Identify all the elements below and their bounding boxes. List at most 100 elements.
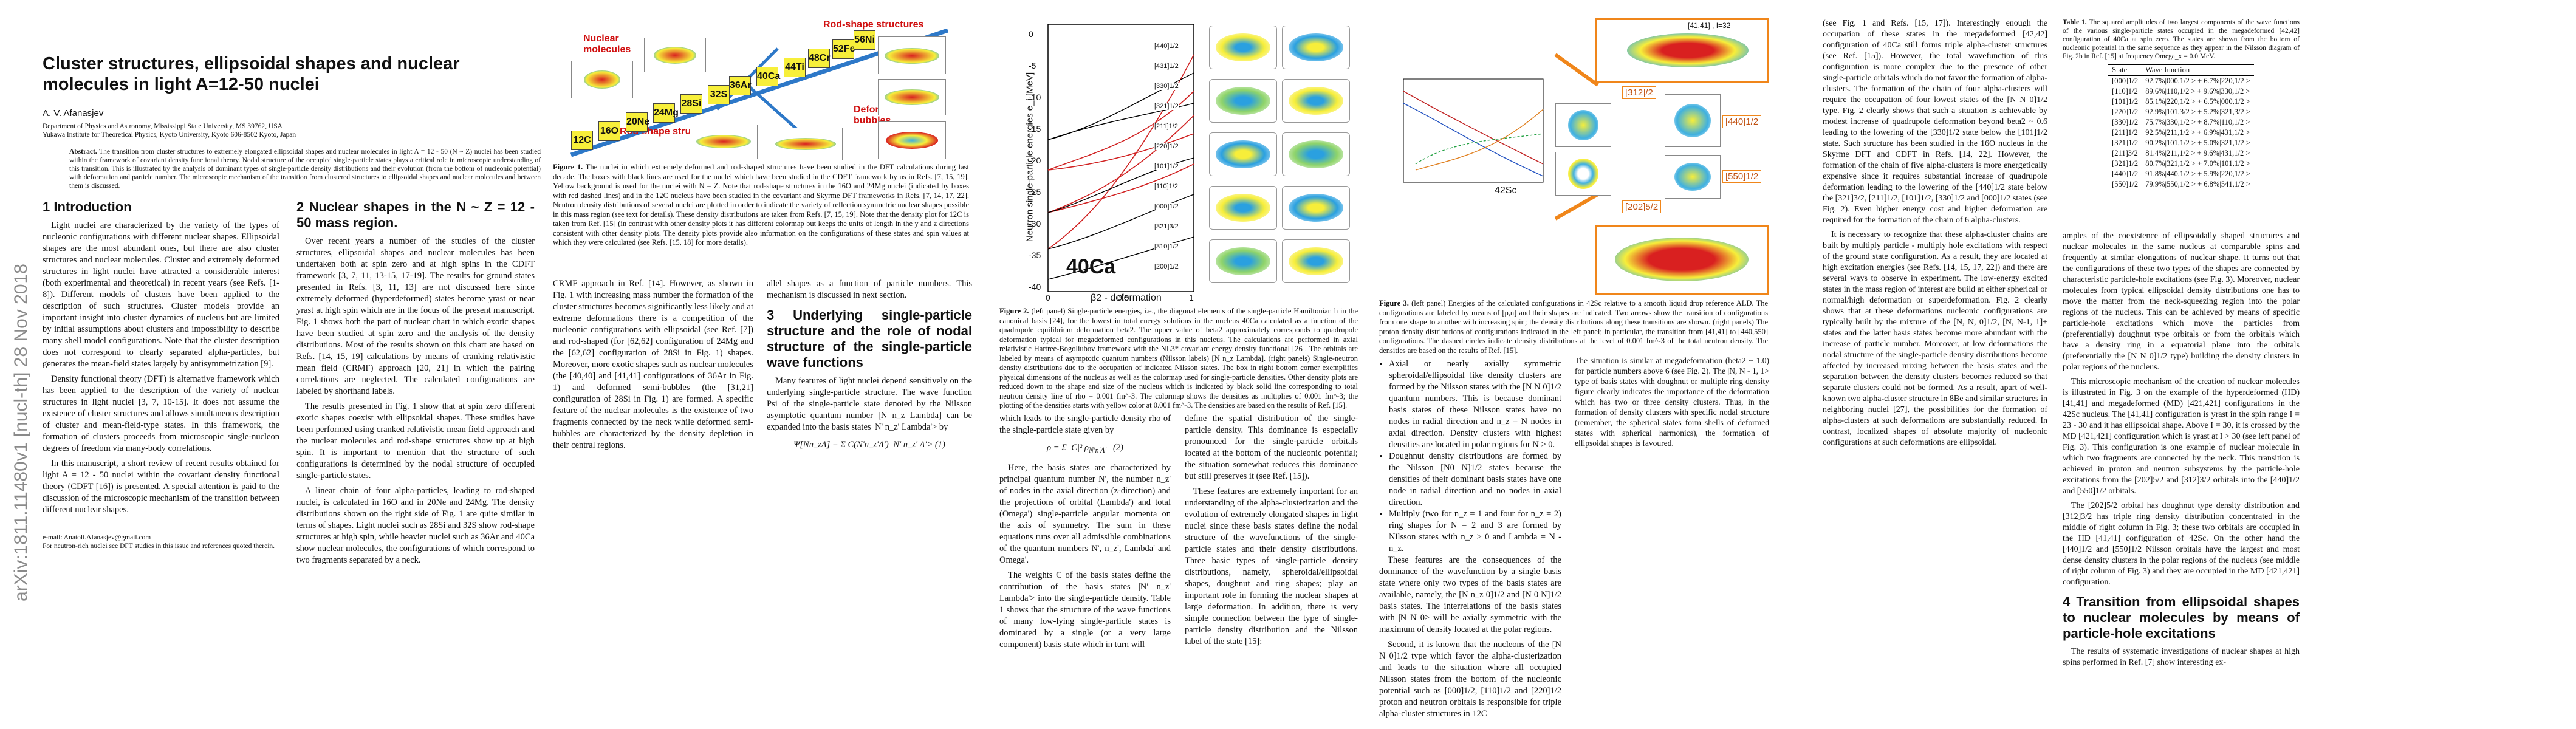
nucleus-box: 36Ar [729, 76, 752, 95]
orbit-label: [321]3/2 [1154, 223, 1179, 230]
wave-function-cell: 92.7%|000,1/2 > + 6.7%|220,1/2 > [2145, 77, 2250, 85]
state-cell: [550]1/2 [2108, 179, 2142, 190]
wave-function-table: State Wave function [000]1/2 92.7%|000,1/… [2108, 64, 2254, 190]
figure-1-caption-label: Figure 1. [553, 163, 583, 171]
paragraph: The [202]5/2 orbital has doughnut type d… [2063, 501, 2300, 587]
nucleus-box: 28Si [680, 94, 702, 114]
state-cell: [211]1/2 [2112, 128, 2138, 137]
figure-2-caption: Figure 2. (left panel) Single-particle e… [999, 307, 1358, 411]
figure-3-label: [550]1/2 [1722, 170, 1762, 183]
wave-function-cell: 75.7%|330,1/2 > + 8.7%|110,1/2 > [2145, 118, 2250, 126]
paragraph: In this manuscript, a short review of re… [43, 459, 279, 515]
figure-3-label: [440]1/2 [1722, 115, 1762, 128]
table-row: [440]1/2 91.8%|440,1/2 > + 5.9%|220,1/2 > [2108, 169, 2254, 179]
x-tick-label: 0 [1046, 293, 1050, 303]
density-panel [1665, 155, 1721, 199]
y-tick-label: -5 [1029, 61, 1036, 70]
section-3-title: 3 Underlying single-particle structure a… [767, 307, 972, 370]
figure-1-caption: Figure 1. The nuclei in which extremely … [553, 163, 969, 248]
density-panel [571, 61, 633, 98]
state-cell: [440]1/2 [2112, 169, 2139, 178]
section-2-title: 2 Nuclear shapes in the N ~ Z = 12 - 50 … [296, 199, 535, 230]
nucleus-box: 20Ne [626, 112, 649, 132]
abstract: Abstract. The transition from cluster st… [43, 148, 541, 190]
paragraph: These features are the consequences of t… [1379, 555, 1561, 634]
list-item: Doughnut density distributions are forme… [1389, 451, 1561, 508]
paragraph: The results of systematic investigations… [2063, 647, 2300, 667]
wave-function-cell: 91.8%|440,1/2 > + 5.9%|220,1/2 > [2145, 169, 2250, 178]
table-row: [321]1/2 80.7%|321,1/2 > + 7.0%|101,1/2 > [2108, 159, 2254, 169]
author: A. V. Afanasjev [43, 108, 104, 118]
nucleus-box: 12C [571, 131, 593, 150]
equation-1: Ψ[Nn_zΛ] = Σ C(N'n_z'Λ') |N' n_z' Λ'> (1… [793, 440, 945, 450]
paragraph: The weights C of the basis states define… [999, 570, 1171, 649]
paragraph: A linear chain of four alpha-particles, … [296, 486, 535, 565]
affiliation-2: Yukawa Institute for Theoretical Physics… [43, 131, 296, 139]
x-tick-label: 0.5 [1117, 293, 1129, 303]
table-1-caption-text: The squared amplitudes of two largest co… [2063, 19, 2300, 60]
state-cell: [110]1/2 [2112, 87, 2138, 95]
column-2: 2 Nuclear shapes in the N ~ Z = 12 - 50 … [296, 193, 535, 570]
density-panel [878, 122, 946, 159]
density-panel [1282, 186, 1350, 230]
table-row: [000]1/2 92.7%|000,1/2 > + 6.7%|220,1/2 > [2108, 76, 2254, 87]
table-row: [321]1/2 90.2%|101,1/2 > + 5.0%|321,1/2 > [2108, 138, 2254, 148]
paragraph: which leads to the single-particle densi… [999, 414, 1171, 435]
orbit-label: [211]1/2 [1154, 123, 1178, 130]
x-tick-label: 1 [1189, 293, 1194, 303]
state-cell: [321]1/2 [2112, 139, 2139, 147]
paragraph: It is necessary to recognize that these … [1823, 230, 2047, 447]
y-tick-label: -20 [1029, 156, 1041, 165]
y-tick-label: -40 [1029, 282, 1041, 292]
figure-3-label: [202]5/2 [1622, 200, 1662, 213]
figure-3: 42Sc [41,41] , I=32 [312]/2 [202]5/2 [44… [1379, 18, 1769, 298]
y-tick-label: -35 [1029, 250, 1041, 260]
nucleus-box: 40Ca [756, 67, 780, 86]
paragraph: The situation is similar at megadeformat… [1575, 356, 1769, 448]
paper-title: Cluster structures, ellipsoidal shapes a… [43, 54, 460, 94]
figure-2-ca-label: 40Ca [1066, 255, 1116, 278]
figure-1-caption-text: The nuclei in which extremely deformed a… [553, 163, 969, 247]
density-panel [1209, 132, 1277, 176]
wave-function-cell: 79.9%|550,1/2 > + 6.8%|541,1/2 > [2142, 179, 2254, 190]
paragraph: amples of the coexistence of ellipsoidal… [2063, 231, 2300, 372]
density-panel [769, 128, 843, 160]
density-panel [1282, 26, 1350, 69]
figure-2-graphic [1047, 24, 1194, 292]
abstract-label: Abstract. [69, 148, 97, 156]
affiliation-1: Department of Physics and Astronomy, Mis… [43, 123, 283, 130]
state-cell: [321]1/2 [2112, 159, 2139, 168]
table-header: Wave function [2142, 64, 2254, 76]
figure-3-caption: Figure 3. (left panel) Energies of the c… [1379, 299, 1768, 355]
table-row: [550]1/2 79.9%|550,1/2 > + 6.8%|541,1/2 > [2108, 179, 2254, 190]
orbit-label: [200]1/2 [1154, 263, 1179, 270]
orbit-label: [000]1/2 [1154, 203, 1179, 210]
figure-3-caption-text: (left panel) Energies of the calculated … [1379, 299, 1768, 355]
column-5: which leads to the single-particle densi… [999, 413, 1171, 654]
list-item: Multiply (two for n_z = 1 and four for n… [1389, 508, 1561, 555]
density-panel [1282, 239, 1350, 283]
column-1: 1 Introduction Light nuclei are characte… [43, 193, 279, 550]
nucleus-box: 24Mg [653, 103, 679, 123]
wave-function-cell: 89.6%|110,1/2 > + 9.6%|330,1/2 > [2145, 87, 2250, 95]
figure-2-caption-text: (left panel) Single-particle energies, i… [999, 307, 1358, 409]
wave-function-cell: 80.7%|321,1/2 > + 7.0%|101,1/2 > [2145, 159, 2250, 168]
nucleus-box: 56Ni [854, 30, 875, 50]
state-cell: [330]1/2 [2112, 118, 2139, 126]
table-row: [101]1/2 85.1%|220,1/2 > + 6.5%|000,1/2 > [2108, 97, 2254, 107]
y-tick-label: -15 [1029, 124, 1041, 134]
figure-3-label: [41,41] , I=32 [1688, 21, 1731, 30]
state-cell: [000]1/2 [2112, 77, 2139, 85]
density-panel [1282, 79, 1350, 123]
density-panel [1209, 26, 1277, 69]
figure-3-nucleus: 42Sc [1495, 185, 1517, 196]
figure-3-graphic [1403, 53, 1599, 221]
column-7: Axial or nearly axially symmetric sphero… [1379, 358, 1561, 724]
table-row: [220]1/2 92.9%|101,3/2 > + 5.2%|321,3/2 > [2108, 107, 2254, 117]
state-cell: [101]1/2 [2112, 97, 2139, 106]
paragraph: Here, the basis states are characterized… [999, 462, 1171, 565]
density-panel [1595, 225, 1769, 295]
paragraph: CRMF approach in Ref. [14]. However, as … [553, 279, 753, 450]
density-panel [644, 38, 706, 72]
y-tick-label: -10 [1029, 92, 1041, 102]
